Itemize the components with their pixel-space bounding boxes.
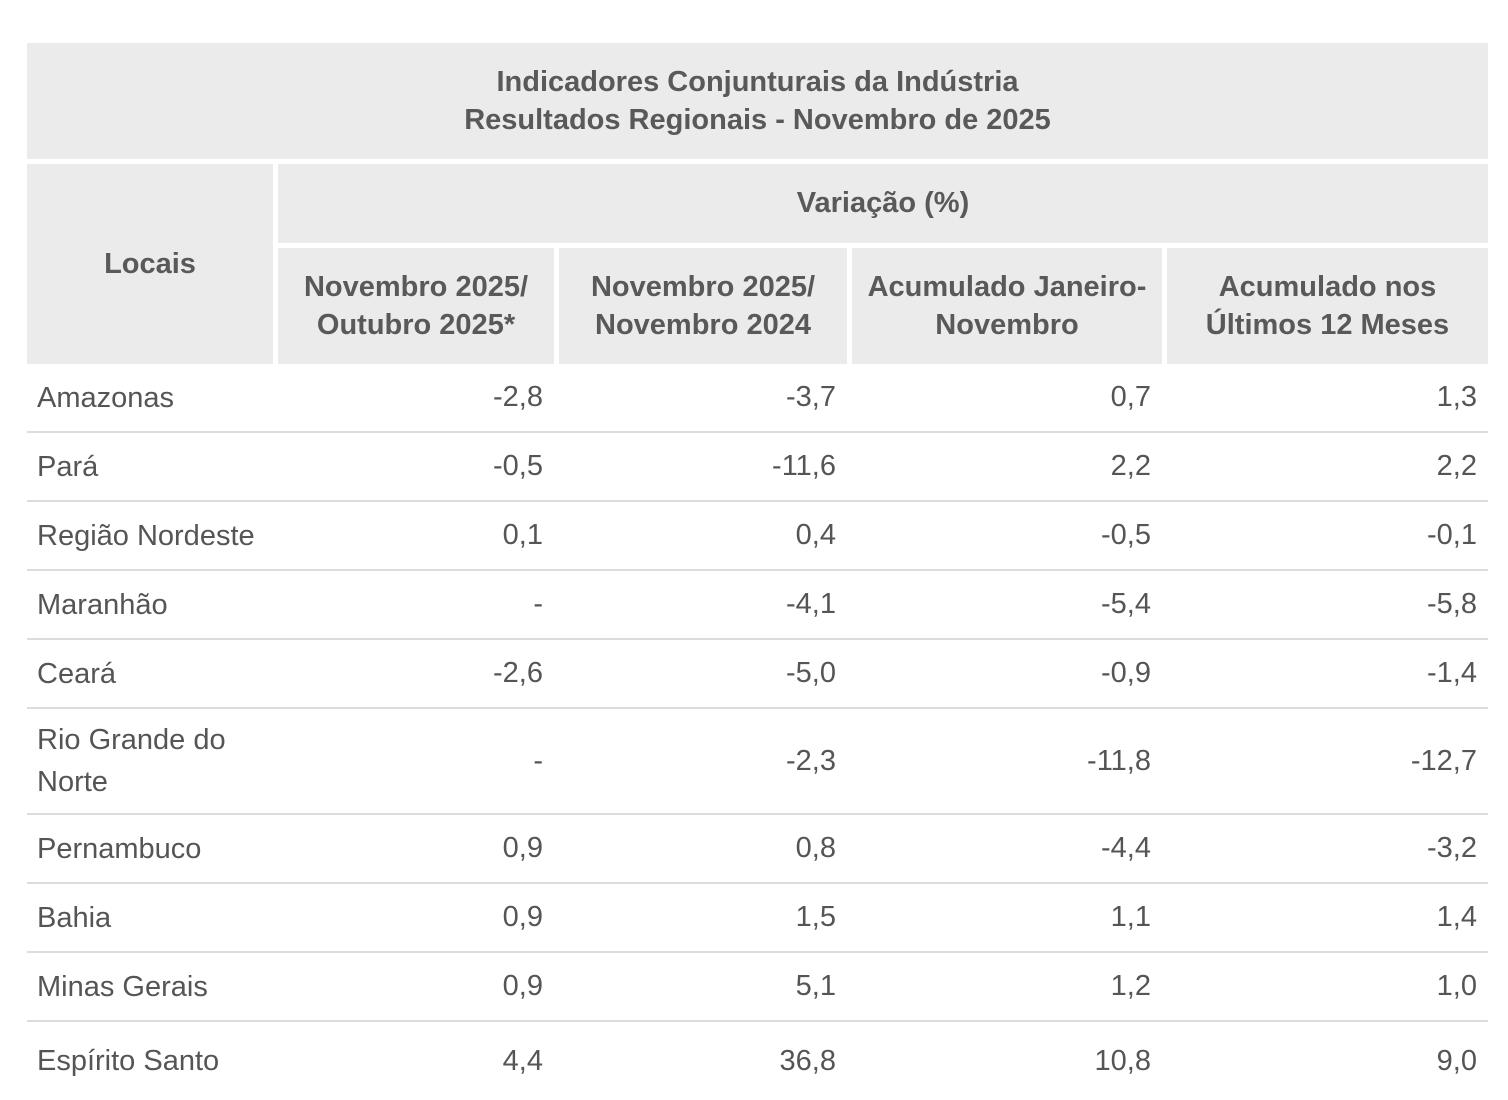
table-row-espirito-santo: Espírito Santo 4,4 36,8 10,8 9,0: [27, 1022, 1488, 1100]
header-line: Novembro 2025/: [303, 271, 529, 303]
row-label: Pernambuco: [37, 832, 202, 865]
cell-value: -11,8: [1087, 744, 1151, 777]
header-line: Novembro: [935, 309, 1079, 341]
cell-value: -3,7: [786, 381, 836, 413]
table-title: Indicadores Conjunturais da Indústria Re…: [27, 43, 1488, 159]
row-label: Rio Grande do Norte: [37, 724, 226, 798]
cell-value: -0,5: [493, 450, 543, 482]
row-label: Maranhão: [37, 588, 168, 621]
cell-value: -5,0: [786, 657, 836, 689]
column-header-acumulado-jan-nov: Acumulado Janeiro- Novembro: [852, 248, 1162, 364]
cell-value: 0,7: [1110, 381, 1151, 413]
cell-value: -: [533, 744, 543, 777]
cell-value: -3,2: [1427, 832, 1477, 864]
table-row-para: Pará -0,5 -11,6 2,2 2,2: [27, 433, 1488, 502]
row-label: Região Nordeste: [37, 519, 255, 552]
table-row-bahia: Bahia 0,9 1,5 1,1 1,4: [27, 884, 1488, 953]
cell-value: 5,1: [795, 970, 836, 1002]
header-line: Acumulado Janeiro-: [867, 271, 1147, 303]
header-line: Últimos 12 Meses: [1205, 309, 1450, 341]
cell-value: -4,1: [786, 588, 836, 620]
title-line-2: Resultados Regionais - Novembro de 2025: [464, 104, 1051, 136]
cell-value: 9,0: [1436, 1044, 1477, 1077]
cell-value: 36,8: [779, 1044, 836, 1077]
row-label: Pará: [37, 450, 99, 483]
header-line: Outubro 2025*: [316, 309, 516, 341]
cell-value: 1,4: [1436, 901, 1477, 933]
cell-value: -11,6: [772, 450, 836, 482]
row-label: Bahia: [37, 901, 112, 934]
table-body: Amazonas -2,8 -3,7 0,7 1,3 Pará -0,5 -11…: [27, 364, 1488, 1100]
table-row-rio-grande-do-norte: Rio Grande do Norte - -2,3 -11,8 -12,7: [27, 709, 1488, 815]
cell-value: 0,9: [502, 832, 543, 864]
cell-value: 1,0: [1436, 970, 1477, 1002]
cell-value: 4,4: [502, 1044, 543, 1077]
row-label: Minas Gerais: [37, 970, 208, 1003]
cell-value: 0,9: [502, 901, 543, 933]
column-header-acumulado-12-meses: Acumulado nos Últimos 12 Meses: [1167, 248, 1488, 364]
cell-value: -2,6: [493, 657, 543, 689]
cell-value: 10,8: [1094, 1044, 1151, 1077]
table-row-pernambuco: Pernambuco 0,9 0,8 -4,4 -3,2: [27, 815, 1488, 884]
table-row-regiao-nordeste: Região Nordeste 0,1 0,4 -0,5 -0,1: [27, 502, 1488, 571]
cell-value: 1,3: [1436, 381, 1477, 413]
row-label: Ceará: [37, 657, 116, 690]
table-row-minas-gerais: Minas Gerais 0,9 5,1 1,2 1,0: [27, 953, 1488, 1022]
row-label: Espírito Santo: [37, 1045, 220, 1077]
table-row-ceara: Ceará -2,6 -5,0 -0,9 -1,4: [27, 640, 1488, 709]
cell-value: 0,8: [795, 832, 836, 864]
row-label: Amazonas: [37, 381, 175, 414]
cell-value: -5,4: [1101, 588, 1151, 620]
regional-industry-indicators-table: Indicadores Conjunturais da Indústria Re…: [27, 43, 1488, 1100]
column-header-nov2025-out2025: Novembro 2025/ Outubro 2025*: [278, 248, 554, 364]
cell-value: 0,1: [502, 519, 543, 551]
cell-value: 2,2: [1436, 450, 1477, 482]
cell-value: -0,1: [1427, 519, 1477, 551]
cell-value: -5,8: [1427, 588, 1477, 620]
cell-value: 2,2: [1110, 450, 1151, 482]
table-header: Locais Variação (%) Novembro 2025/ Outub…: [27, 164, 1488, 364]
cell-value: 1,2: [1110, 970, 1151, 1002]
cell-value: 0,9: [502, 970, 543, 1002]
table-row-maranhao: Maranhão - -4,1 -5,4 -5,8: [27, 571, 1488, 640]
cell-value: -0,5: [1101, 519, 1151, 551]
group-header-variacao: Variação (%): [278, 164, 1488, 243]
cell-value: 0,4: [795, 519, 836, 551]
header-line: Novembro 2024: [595, 309, 811, 341]
cell-value: -2,3: [786, 744, 836, 777]
column-header-nov2025-nov2024: Novembro 2025/ Novembro 2024: [559, 248, 847, 364]
cell-value: -1,4: [1427, 657, 1477, 689]
cell-value: -0,9: [1101, 657, 1151, 689]
header-line: Novembro 2025/: [590, 271, 816, 303]
cell-value: 1,5: [795, 901, 836, 933]
cell-value: -2,8: [493, 381, 543, 413]
cell-value: -: [533, 588, 543, 620]
table-row-amazonas: Amazonas -2,8 -3,7 0,7 1,3: [27, 364, 1488, 433]
cell-value: 1,1: [1110, 901, 1151, 933]
column-header-locais: Locais: [27, 164, 273, 364]
header-line: Acumulado nos: [1218, 271, 1437, 303]
cell-value: -12,7: [1410, 744, 1477, 777]
cell-value: -4,4: [1101, 832, 1151, 864]
title-line-1: Indicadores Conjunturais da Indústria: [496, 66, 1019, 98]
